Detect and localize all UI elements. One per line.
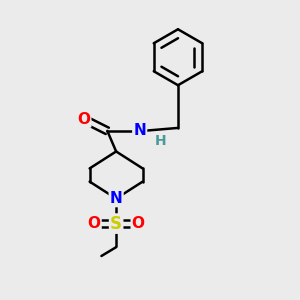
Text: H: H xyxy=(154,134,166,148)
Text: N: N xyxy=(133,123,146,138)
Text: S: S xyxy=(110,214,122,232)
Text: O: O xyxy=(132,216,145,231)
Text: O: O xyxy=(88,216,100,231)
Text: N: N xyxy=(110,191,122,206)
Text: O: O xyxy=(77,112,90,127)
